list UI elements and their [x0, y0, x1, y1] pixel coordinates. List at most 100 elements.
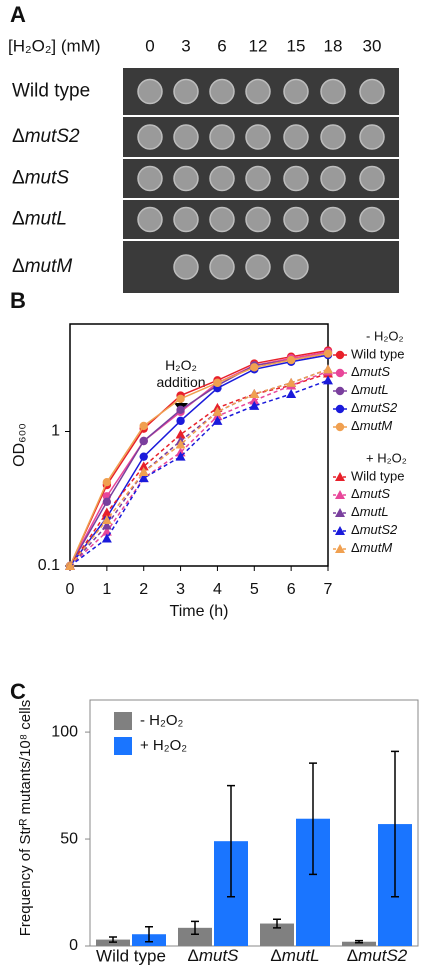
- marker: [139, 452, 148, 461]
- colony-spot: [137, 206, 163, 233]
- legend-label: ΔmutL: [351, 382, 389, 397]
- gene: mutL: [282, 946, 320, 965]
- gene: mutS: [25, 168, 70, 189]
- marker: [250, 363, 259, 372]
- colony-spot: [137, 165, 163, 192]
- marker: [335, 472, 345, 481]
- marker: [335, 422, 345, 432]
- y-tick-label: 100: [51, 723, 78, 740]
- colony-spot: [359, 206, 385, 233]
- marker: [138, 466, 149, 476]
- colony-spot: [283, 124, 309, 150]
- series-line: [69, 379, 329, 567]
- delta: Δ: [351, 504, 360, 519]
- concentration: 15: [287, 36, 306, 55]
- gene: mutS: [199, 946, 239, 965]
- gene: mutS: [360, 364, 391, 379]
- colony-spot: [173, 254, 199, 280]
- row-divider: [123, 157, 399, 159]
- marker: [335, 544, 345, 553]
- marker: [286, 389, 297, 399]
- colony-spot: [320, 78, 346, 105]
- annotation-line: addition: [156, 374, 205, 390]
- y-tick-label: 0.1: [38, 557, 60, 574]
- legend-swatch: [114, 737, 132, 755]
- colony-spot: [283, 206, 309, 233]
- x-tick-label: 7: [324, 581, 333, 598]
- marker: [101, 507, 112, 517]
- delta: Δ: [187, 946, 198, 965]
- strain-label: ΔmutS: [12, 168, 69, 189]
- x-tick-label: 6: [287, 581, 296, 598]
- gene: mutM: [25, 256, 73, 277]
- gene: mutL: [360, 382, 389, 397]
- marker: [335, 368, 345, 378]
- series-line: [69, 370, 329, 567]
- marker: [323, 349, 333, 358]
- delta: Δ: [351, 400, 360, 415]
- marker: [335, 350, 345, 360]
- colony-spot: [173, 124, 199, 150]
- panel-label: C: [10, 679, 26, 704]
- colony-spot: [320, 206, 346, 233]
- marker: [335, 508, 345, 517]
- marker: [139, 421, 148, 431]
- delta: Δ: [351, 364, 360, 379]
- colony-spot: [245, 124, 271, 150]
- legend-swatch: [114, 712, 132, 730]
- x-tick-label: 5: [250, 581, 259, 598]
- y-tick-label: 50: [60, 830, 78, 847]
- delta: Δ: [351, 486, 360, 501]
- gene: mutS2: [360, 400, 398, 415]
- error-bar: [191, 920, 199, 935]
- error-bar: [309, 762, 317, 876]
- gene: mutS: [360, 486, 391, 501]
- annotation: H₂O₂ addition: [156, 357, 205, 390]
- concentration: 18: [324, 36, 343, 55]
- legend-label: ΔmutS2: [351, 522, 398, 537]
- x-tick-label: 3: [176, 581, 185, 598]
- concentration: 30: [363, 36, 382, 55]
- marker: [176, 405, 185, 415]
- colony-spot: [209, 124, 235, 150]
- gene: mutL: [360, 504, 389, 519]
- legend-label: ΔmutL: [351, 504, 389, 519]
- colony-spot: [173, 165, 199, 192]
- marker: [138, 473, 149, 483]
- legend-label: Wild type: [351, 346, 404, 361]
- marker: [335, 386, 345, 396]
- colony-spot: [320, 165, 346, 192]
- marker: [101, 533, 112, 543]
- y-axis-label: OD₆₀₀: [11, 423, 28, 467]
- strain-label: ΔmutL: [12, 209, 67, 230]
- marker: [323, 375, 333, 385]
- marker: [249, 400, 260, 410]
- y-tick-label: 1: [51, 423, 60, 440]
- y-axis-label: Frequency of Strᴿ mutants/10⁸ cells: [17, 700, 34, 937]
- colony-spot: [283, 165, 309, 192]
- bar: [342, 941, 376, 946]
- x-tick-label: 2: [139, 581, 148, 598]
- series-line: [69, 372, 329, 567]
- concentration-label: [H₂O₂] (mM): [8, 36, 101, 55]
- delta: Δ: [351, 522, 360, 537]
- plot-frame: [89, 699, 419, 947]
- colony-spot: [283, 254, 309, 280]
- marker: [102, 477, 112, 487]
- marker: [212, 415, 223, 425]
- series-line: [69, 352, 329, 567]
- concentration: 6: [217, 36, 226, 55]
- strain-label: Wild type: [12, 81, 90, 102]
- error-bar: [355, 939, 363, 944]
- error-bar: [227, 784, 235, 898]
- error-bar: [145, 925, 153, 943]
- colony-spot: [209, 206, 235, 233]
- marker: [175, 429, 186, 439]
- colony-spot: [245, 165, 271, 192]
- strain-label: ΔmutS2: [12, 126, 80, 147]
- x-tick-label: ΔmutS2: [347, 946, 408, 965]
- legend-label: ΔmutS2: [351, 400, 398, 415]
- marker: [175, 451, 186, 461]
- colony-spot: [320, 124, 346, 150]
- colony-spot: [359, 78, 385, 105]
